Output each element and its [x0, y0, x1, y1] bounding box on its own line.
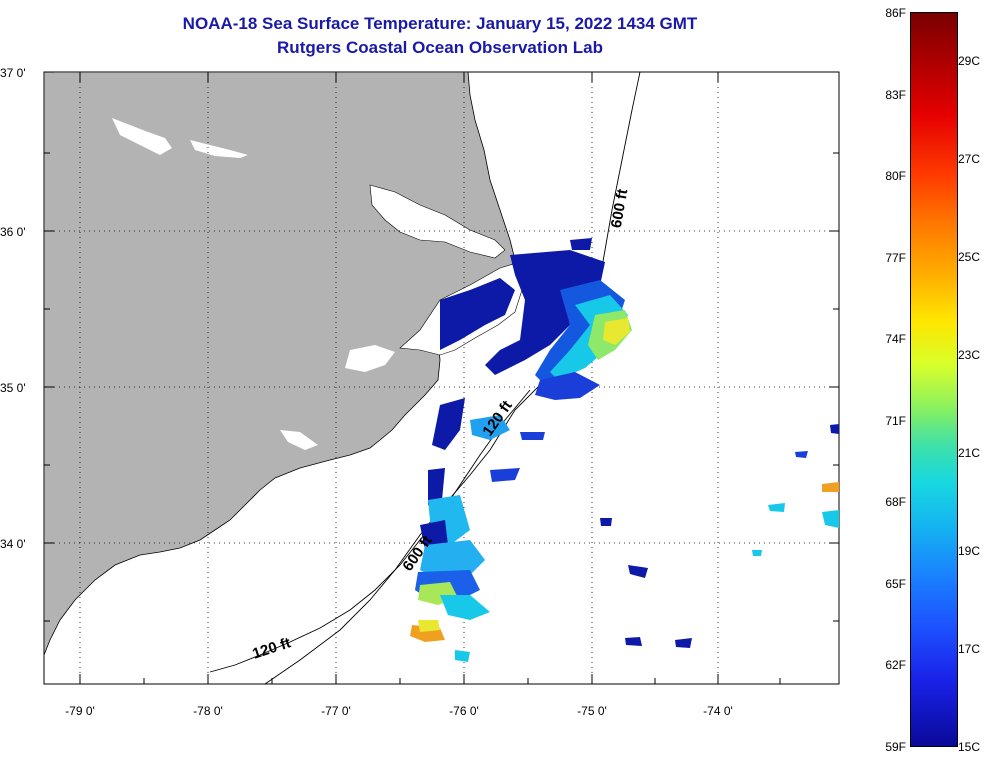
albemarle-sound [369, 184, 506, 259]
colorbar-f-label: 86F [885, 6, 906, 20]
lat-label-37: 37 0' [0, 66, 26, 80]
colorbar-f-label: 65F [885, 577, 906, 591]
lat-label-35: 35 0' [0, 381, 26, 395]
lon-label-75: -75 0' [577, 704, 607, 718]
colorbar-c-label: 25C [958, 250, 981, 264]
colorbar-c-label: 29C [958, 54, 981, 68]
river-2 [190, 140, 248, 158]
lat-label-34: 34 0' [0, 537, 26, 551]
colorbar-f-label: 80F [885, 169, 906, 183]
colorbar-f-label: 74F [885, 332, 906, 346]
river-1 [112, 118, 172, 155]
colorbar-c-label: 27C [958, 152, 981, 166]
lon-label-77: -77 0' [321, 704, 351, 718]
colorbar-f-label: 68F [885, 495, 906, 509]
colorbar-c-label: 17C [958, 642, 981, 656]
colorbar-c-label: 23C [958, 348, 981, 362]
colorbar-f-label: 83F [885, 88, 906, 102]
lon-label-76: -76 0' [449, 704, 479, 718]
colorbar-c-label: 19C [958, 544, 981, 558]
axis-ticks [44, 71, 839, 684]
colorbar-c-label: 15C [958, 740, 981, 754]
lon-label-79: -79 0' [65, 704, 95, 718]
colorbar-f-label: 71F [885, 414, 906, 428]
contour-120ft [209, 389, 531, 673]
map-subtitle: Rutgers Coastal Ocean Observation Lab [277, 38, 603, 57]
colorbar-f-label: 62F [885, 658, 906, 672]
colorbar-f-label: 59F [885, 740, 906, 754]
lat-label-36: 36 0' [0, 225, 26, 239]
colorbar-f-label: 77F [885, 251, 906, 265]
sst-data [410, 238, 839, 662]
river-4 [280, 430, 318, 450]
lon-label-74: -74 0' [703, 704, 733, 718]
contour-600ft [264, 71, 641, 685]
lon-label-78: -78 0' [193, 704, 223, 718]
map-title: NOAA-18 Sea Surface Temperature: January… [182, 14, 698, 33]
river-3 [345, 345, 395, 372]
colorbar-c-label: 21C [958, 446, 981, 460]
temperature-colorbar [910, 12, 958, 747]
